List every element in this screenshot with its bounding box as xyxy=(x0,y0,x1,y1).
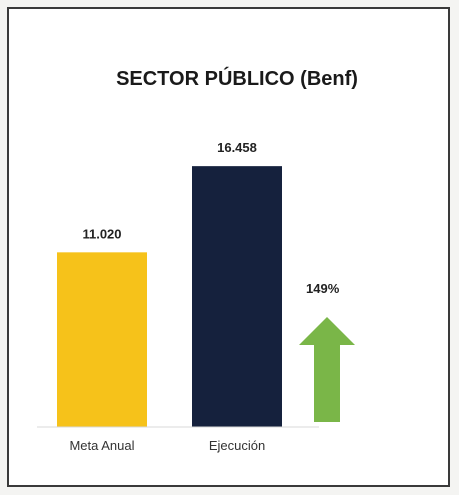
percent-label: 149% xyxy=(306,281,340,296)
chart-frame: SECTOR PÚBLICO (Benf) 11.020 Meta Anual 16… xyxy=(7,7,450,487)
chart-title: SECTOR PÚBLICO (Benf) xyxy=(116,66,358,90)
bar-1 xyxy=(192,166,282,428)
category-label-0: Meta Anual xyxy=(69,438,134,453)
up-arrow-icon xyxy=(299,317,355,422)
growth-indicator: 149% xyxy=(299,281,355,422)
data-label-1: 16.458 xyxy=(217,140,257,155)
category-label-1: Ejecución xyxy=(209,438,265,453)
bar-0 xyxy=(57,252,147,427)
data-label-0: 11.020 xyxy=(82,226,121,241)
bar-chart: SECTOR PÚBLICO (Benf) 11.020 Meta Anual 16… xyxy=(37,66,358,453)
